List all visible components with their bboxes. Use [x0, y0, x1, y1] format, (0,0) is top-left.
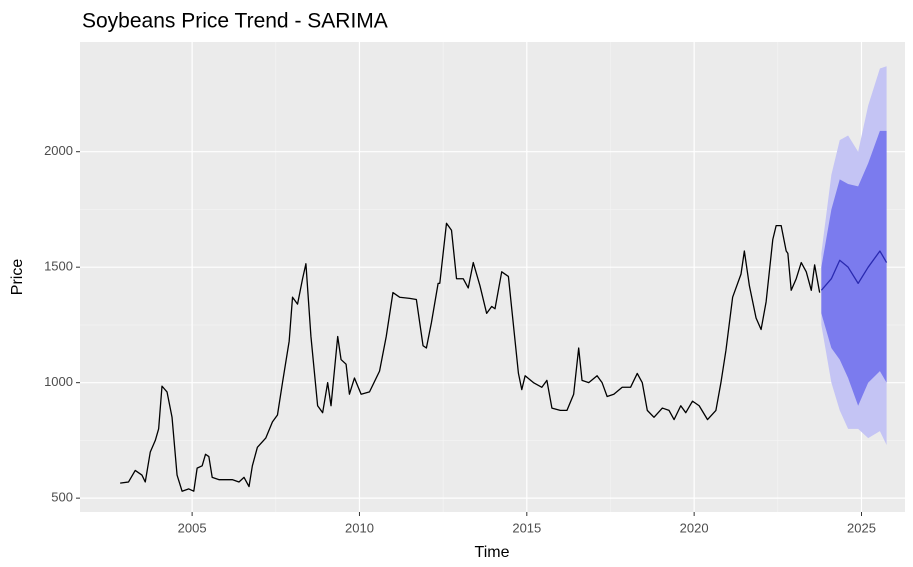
- y-tick-label: 1500: [44, 259, 73, 274]
- y-tick-label: 2000: [44, 143, 73, 158]
- x-tick-label: 2020: [680, 520, 709, 535]
- chart-title: Soybeans Price Trend - SARIMA: [82, 10, 388, 33]
- y-axis-label: Price: [9, 259, 26, 296]
- y-tick-label: 1000: [44, 374, 73, 389]
- panel: [80, 42, 905, 512]
- interval-band: [821, 130, 887, 406]
- x-tick-label: 2005: [178, 520, 207, 535]
- x-tick-label: 2015: [512, 520, 541, 535]
- x-tick-label: 2025: [847, 520, 876, 535]
- x-axis-label: Time: [475, 544, 510, 561]
- line-series: [120, 222, 821, 492]
- y-tick-label: 500: [51, 490, 73, 505]
- x-tick-label: 2010: [345, 520, 374, 535]
- line-series: [820, 250, 888, 291]
- plot-layer: [80, 42, 905, 512]
